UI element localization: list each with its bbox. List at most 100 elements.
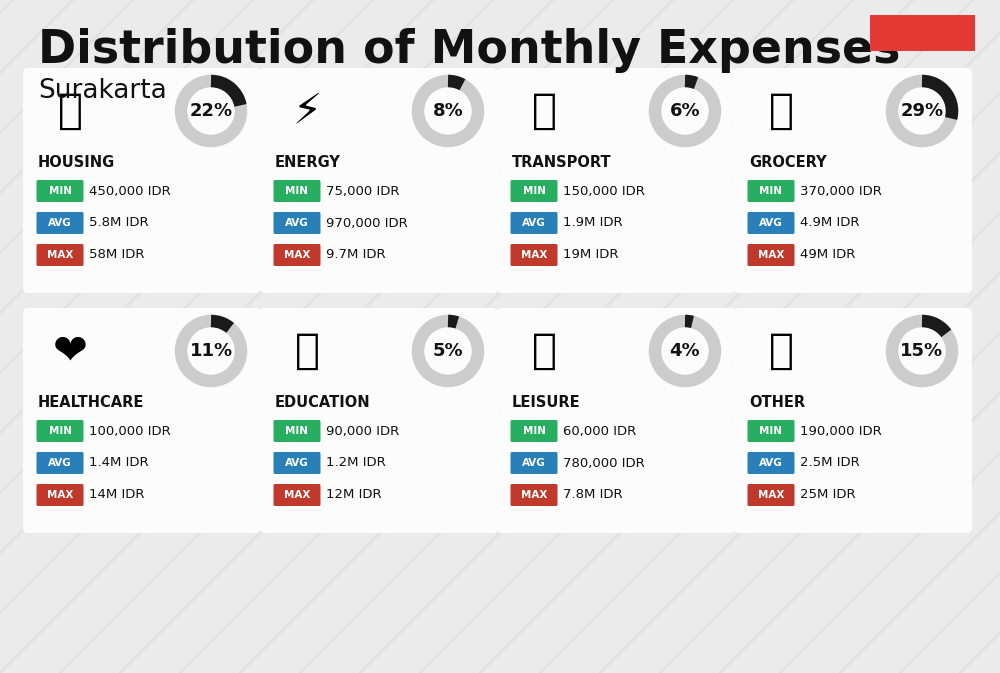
FancyBboxPatch shape (274, 244, 320, 266)
Text: Distribution of Monthly Expenses: Distribution of Monthly Expenses (38, 28, 900, 73)
FancyBboxPatch shape (36, 484, 84, 506)
Text: 11%: 11% (189, 342, 233, 360)
Text: 970,000 IDR: 970,000 IDR (326, 217, 408, 229)
Text: 7.8M IDR: 7.8M IDR (563, 489, 623, 501)
FancyBboxPatch shape (511, 484, 558, 506)
FancyBboxPatch shape (36, 420, 84, 442)
Text: Surakarta: Surakarta (38, 78, 167, 104)
Text: 58M IDR: 58M IDR (89, 248, 144, 262)
Text: 100,000 IDR: 100,000 IDR (89, 425, 171, 437)
Text: MAX: MAX (47, 490, 73, 500)
Text: 🏢: 🏢 (58, 90, 82, 132)
Text: HOUSING: HOUSING (38, 155, 115, 170)
FancyBboxPatch shape (734, 68, 972, 293)
Text: 1.2M IDR: 1.2M IDR (326, 456, 386, 470)
Text: 🎓: 🎓 (294, 330, 320, 372)
Text: 75,000 IDR: 75,000 IDR (326, 184, 400, 197)
Text: MAX: MAX (758, 250, 784, 260)
FancyBboxPatch shape (36, 212, 84, 234)
Text: 4.9M IDR: 4.9M IDR (800, 217, 860, 229)
Text: MIN: MIN (522, 426, 546, 436)
Text: 4%: 4% (670, 342, 700, 360)
Text: 1.9M IDR: 1.9M IDR (563, 217, 623, 229)
Text: 🚌: 🚌 (532, 90, 556, 132)
Text: MIN: MIN (522, 186, 546, 196)
Text: MIN: MIN (48, 186, 72, 196)
FancyBboxPatch shape (274, 484, 320, 506)
Text: 2.5M IDR: 2.5M IDR (800, 456, 860, 470)
Text: MIN: MIN (760, 186, 782, 196)
FancyBboxPatch shape (260, 68, 498, 293)
Text: 19M IDR: 19M IDR (563, 248, 618, 262)
Text: MAX: MAX (284, 490, 310, 500)
Text: AVG: AVG (285, 218, 309, 228)
FancyBboxPatch shape (36, 244, 84, 266)
FancyBboxPatch shape (511, 452, 558, 474)
Text: 60,000 IDR: 60,000 IDR (563, 425, 636, 437)
Text: 5%: 5% (433, 342, 463, 360)
FancyBboxPatch shape (511, 244, 558, 266)
Text: 🛒: 🛒 (768, 90, 794, 132)
Text: 29%: 29% (900, 102, 944, 120)
FancyBboxPatch shape (748, 180, 794, 202)
Text: AVG: AVG (759, 218, 783, 228)
Text: ⚡: ⚡ (292, 90, 322, 132)
Text: MAX: MAX (47, 250, 73, 260)
Text: AVG: AVG (759, 458, 783, 468)
Text: MIN: MIN (286, 186, 308, 196)
FancyBboxPatch shape (274, 212, 320, 234)
Text: LEISURE: LEISURE (512, 395, 581, 410)
Text: AVG: AVG (522, 458, 546, 468)
Text: 💰: 💰 (768, 330, 794, 372)
Text: AVG: AVG (285, 458, 309, 468)
Text: 15%: 15% (900, 342, 944, 360)
FancyBboxPatch shape (734, 308, 972, 533)
Text: OTHER: OTHER (749, 395, 805, 410)
Text: 9.7M IDR: 9.7M IDR (326, 248, 386, 262)
Text: MAX: MAX (521, 250, 547, 260)
FancyBboxPatch shape (497, 308, 735, 533)
FancyBboxPatch shape (23, 308, 261, 533)
Text: 14M IDR: 14M IDR (89, 489, 144, 501)
Text: TRANSPORT: TRANSPORT (512, 155, 612, 170)
Text: MIN: MIN (286, 426, 308, 436)
Text: 5.8M IDR: 5.8M IDR (89, 217, 149, 229)
FancyBboxPatch shape (274, 180, 320, 202)
Text: 25M IDR: 25M IDR (800, 489, 856, 501)
Text: MIN: MIN (48, 426, 72, 436)
FancyBboxPatch shape (748, 420, 794, 442)
Text: 190,000 IDR: 190,000 IDR (800, 425, 882, 437)
Text: 12M IDR: 12M IDR (326, 489, 382, 501)
Text: GROCERY: GROCERY (749, 155, 827, 170)
Text: 1.4M IDR: 1.4M IDR (89, 456, 149, 470)
Text: 6%: 6% (670, 102, 700, 120)
FancyBboxPatch shape (511, 180, 558, 202)
FancyBboxPatch shape (36, 452, 84, 474)
FancyBboxPatch shape (748, 452, 794, 474)
Text: AVG: AVG (522, 218, 546, 228)
Text: AVG: AVG (48, 458, 72, 468)
FancyBboxPatch shape (748, 212, 794, 234)
Text: MAX: MAX (284, 250, 310, 260)
Text: AVG: AVG (48, 218, 72, 228)
Text: 8%: 8% (433, 102, 463, 120)
Text: MAX: MAX (521, 490, 547, 500)
FancyBboxPatch shape (497, 68, 735, 293)
Text: ENERGY: ENERGY (275, 155, 341, 170)
FancyBboxPatch shape (36, 180, 84, 202)
FancyBboxPatch shape (23, 68, 261, 293)
Text: 450,000 IDR: 450,000 IDR (89, 184, 171, 197)
Text: 49M IDR: 49M IDR (800, 248, 855, 262)
Text: ❤: ❤ (53, 330, 87, 372)
FancyBboxPatch shape (748, 484, 794, 506)
FancyBboxPatch shape (511, 420, 558, 442)
Text: 90,000 IDR: 90,000 IDR (326, 425, 399, 437)
FancyBboxPatch shape (870, 15, 975, 51)
FancyBboxPatch shape (260, 308, 498, 533)
Text: 22%: 22% (189, 102, 233, 120)
Text: 🛍: 🛍 (532, 330, 556, 372)
FancyBboxPatch shape (511, 212, 558, 234)
Text: 370,000 IDR: 370,000 IDR (800, 184, 882, 197)
Text: HEALTHCARE: HEALTHCARE (38, 395, 144, 410)
Text: EDUCATION: EDUCATION (275, 395, 371, 410)
